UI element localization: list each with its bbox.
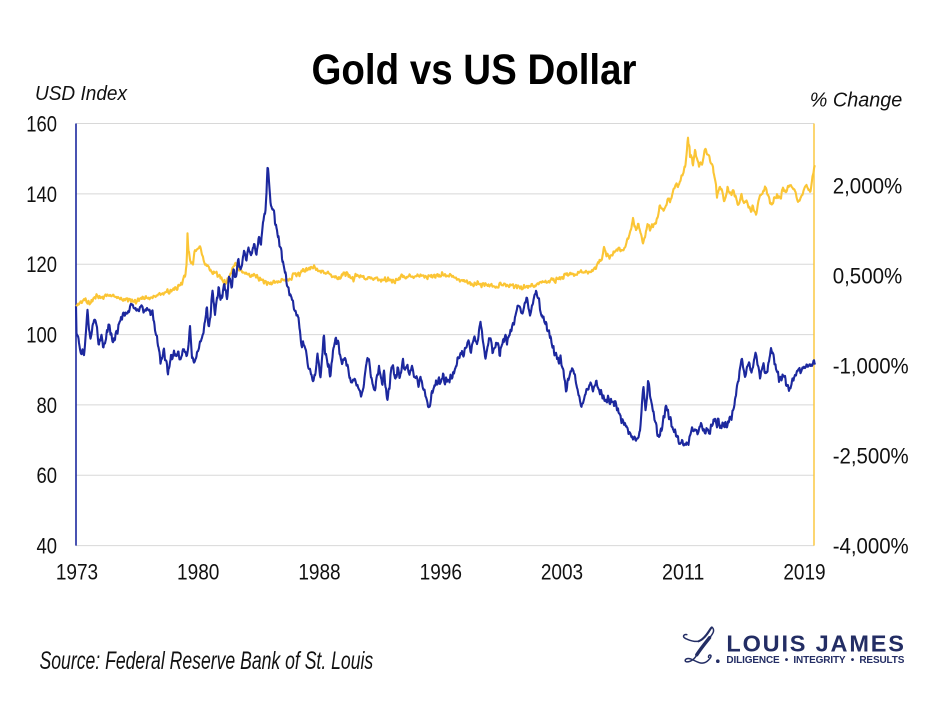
svg-text:2011: 2011 [662,559,704,584]
svg-text:2,000%: 2,000% [833,174,903,199]
svg-text:-1,000%: -1,000% [833,354,909,379]
svg-text:2003: 2003 [541,559,583,584]
svg-text:160: 160 [26,112,57,137]
svg-text:40: 40 [37,534,58,559]
svg-text:80: 80 [37,393,58,418]
svg-text:140: 140 [26,182,57,207]
svg-text:Gold vs US Dollar: Gold vs US Dollar [312,46,637,94]
svg-text:100: 100 [26,323,57,348]
svg-text:USD Index: USD Index [35,83,128,105]
svg-text:1980: 1980 [177,559,219,584]
svg-text:Source: Federal Reserve Bank o: Source: Federal Reserve Bank of St. Loui… [40,647,374,675]
svg-text:% Change: % Change [810,89,903,112]
svg-text:DILIGENCE • INTEGRITY • RE: DILIGENCE • INTEGRITY • RESULTS [726,655,905,666]
svg-text:2019: 2019 [783,559,825,584]
svg-text:120: 120 [26,252,57,277]
svg-text:LOUIS JAMES: LOUIS JAMES [726,630,906,656]
svg-text:1973: 1973 [56,559,98,584]
svg-text:60: 60 [37,463,58,488]
svg-text:0,500%: 0,500% [833,264,903,289]
svg-text:1988: 1988 [298,559,340,584]
svg-text:-2,500%: -2,500% [833,444,909,469]
svg-text:-4,000%: -4,000% [833,534,909,559]
svg-text:1996: 1996 [420,559,462,584]
